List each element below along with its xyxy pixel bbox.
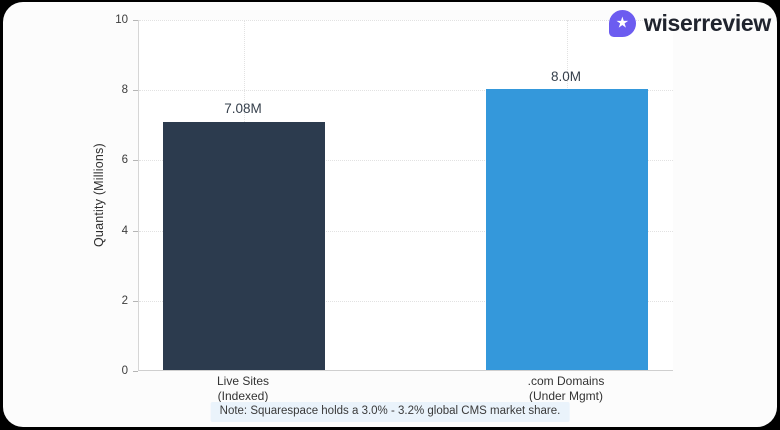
- y-tick-label: 10: [115, 14, 128, 26]
- y-tick-mark: [133, 20, 138, 21]
- brand-name: wiserreview: [643, 10, 771, 36]
- x-category-line: (Under Mgmt): [528, 389, 603, 403]
- gridline-horizontal: [139, 90, 673, 92]
- x-category-label: Live Sites (Indexed): [217, 374, 269, 404]
- note-banner: Note: Squarespace holds a 3.0% - 3.2% gl…: [210, 402, 570, 422]
- brand-logo[interactable]: ★ wiserreview: [608, 10, 771, 37]
- gridline-horizontal: [139, 20, 673, 21]
- x-category-line: .com Domains: [527, 374, 605, 388]
- x-category-line: Live Sites: [216, 374, 270, 388]
- y-tick-mark: [133, 300, 138, 302]
- y-tick-mark: [133, 230, 138, 232]
- plot-area: [138, 20, 673, 371]
- y-tick-mark: [133, 160, 138, 162]
- bar-2: [486, 89, 648, 370]
- y-tick-label: 4: [121, 224, 128, 237]
- gridline-horizontal: [139, 300, 673, 302]
- y-tick-label: 8: [121, 84, 128, 97]
- gridline-horizontal: [139, 160, 673, 162]
- x-category-label: .com Domains (Under Mgmt): [528, 374, 605, 404]
- y-tick-mark: [133, 90, 138, 92]
- bar-value-label: 7.08M: [224, 101, 262, 117]
- y-tick-mark: [133, 371, 138, 372]
- bar-value-label: 8.0M: [550, 69, 582, 85]
- y-axis-title: Quantity (Millions): [92, 143, 106, 247]
- bar-1: [163, 121, 325, 370]
- star-icon: ★: [608, 10, 636, 37]
- gridline-horizontal: [139, 230, 673, 232]
- y-tick-label: 6: [121, 154, 128, 167]
- y-tick-label: 2: [121, 294, 128, 307]
- star-glyph: ★: [615, 13, 630, 32]
- y-tick-label: 0: [121, 365, 128, 377]
- x-category-line: (Indexed): [217, 389, 269, 403]
